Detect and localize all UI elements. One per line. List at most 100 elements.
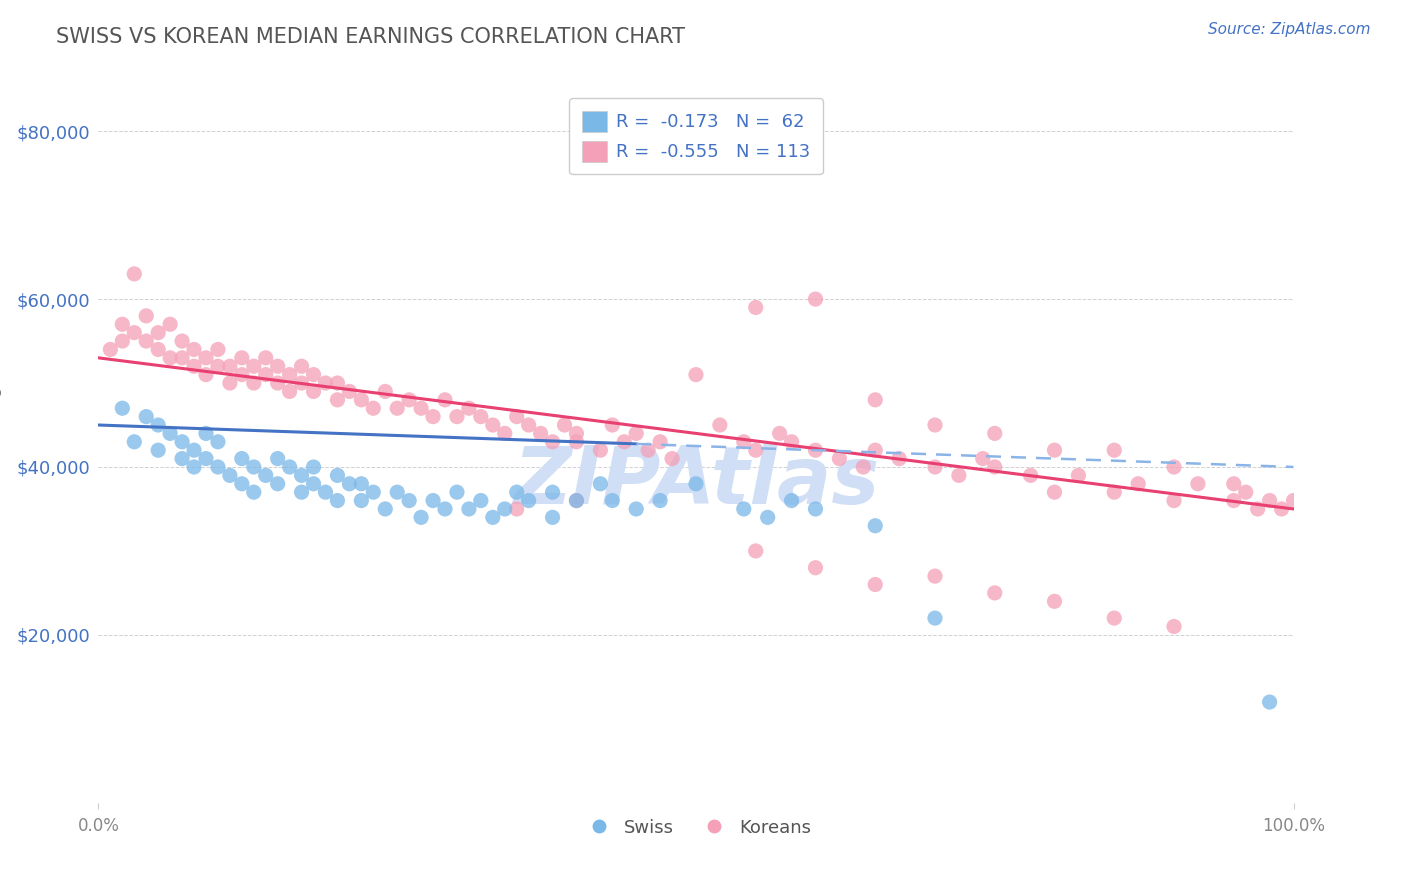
Point [135,409,157,424]
Point [541,434,564,449]
Point [470,409,492,424]
Point [768,426,790,441]
Point [1258,493,1281,508]
Point [434,502,457,516]
Point [243,460,266,475]
Point [565,426,588,441]
Point [924,569,946,583]
Point [350,493,373,508]
Point [267,359,290,374]
Point [1043,485,1066,500]
Point [517,493,540,508]
Point [865,392,887,407]
Point [278,384,301,399]
Point [602,493,624,508]
Point [1043,443,1066,458]
Point [648,493,672,508]
Point [804,443,827,458]
Point [446,485,468,500]
Point [243,376,266,390]
Point [135,309,157,323]
Point [1223,493,1246,508]
Point [565,434,588,449]
Point [1104,443,1126,458]
Point [780,434,803,449]
Point [302,476,325,491]
Point [865,518,887,533]
Point [517,417,540,432]
Point [1019,468,1042,483]
Point [780,493,803,508]
Point [924,417,946,432]
Point [207,343,229,357]
Point [326,493,349,508]
Point [124,267,146,281]
Point [733,434,755,449]
Text: Source: ZipAtlas.com: Source: ZipAtlas.com [1208,22,1371,37]
Y-axis label: Median Earnings: Median Earnings [0,377,3,515]
Point [135,334,157,348]
Point [1282,493,1305,508]
Point [481,417,505,432]
Point [291,376,314,390]
Point [626,426,648,441]
Point [159,318,181,332]
Point [422,493,444,508]
Point [589,443,612,458]
Point [1271,502,1294,516]
Text: SWISS VS KOREAN MEDIAN EARNINGS CORRELATION CHART: SWISS VS KOREAN MEDIAN EARNINGS CORRELAT… [56,27,685,46]
Point [339,476,361,491]
Legend: Swiss, Koreans: Swiss, Koreans [574,812,818,844]
Point [302,384,325,399]
Point [1163,460,1185,475]
Point [207,460,229,475]
Point [302,460,325,475]
Point [385,485,409,500]
Point [756,510,779,524]
Point [1223,476,1246,491]
Point [231,351,253,365]
Point [183,443,205,458]
Point [98,343,122,357]
Point [924,611,946,625]
Point [745,544,768,558]
Point [159,351,181,365]
Point [1247,502,1270,516]
Point [804,502,827,516]
Point [565,493,588,508]
Point [398,392,420,407]
Point [972,451,994,466]
Point [243,485,266,500]
Point [219,359,242,374]
Point [254,351,277,365]
Point [339,384,361,399]
Point [458,401,481,416]
Point [494,426,516,441]
Point [195,368,218,382]
Point [506,485,529,500]
Point [398,493,420,508]
Point [506,409,529,424]
Point [1104,611,1126,625]
Point [219,376,242,390]
Point [446,409,468,424]
Point [195,426,218,441]
Point [733,502,755,516]
Point [374,502,396,516]
Point [637,443,659,458]
Point [148,443,170,458]
Point [207,359,229,374]
Point [267,376,290,390]
Point [411,401,433,416]
Text: ZIPAtlas: ZIPAtlas [513,442,879,521]
Point [159,426,181,441]
Point [411,510,433,524]
Point [1258,695,1281,709]
Point [326,376,349,390]
Point [1043,594,1066,608]
Point [1163,493,1185,508]
Point [984,460,1007,475]
Point [648,434,672,449]
Point [948,468,970,483]
Point [207,434,229,449]
